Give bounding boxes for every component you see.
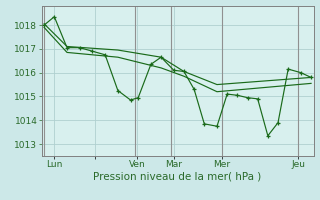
X-axis label: Pression niveau de la mer( hPa ): Pression niveau de la mer( hPa ) <box>93 172 262 182</box>
